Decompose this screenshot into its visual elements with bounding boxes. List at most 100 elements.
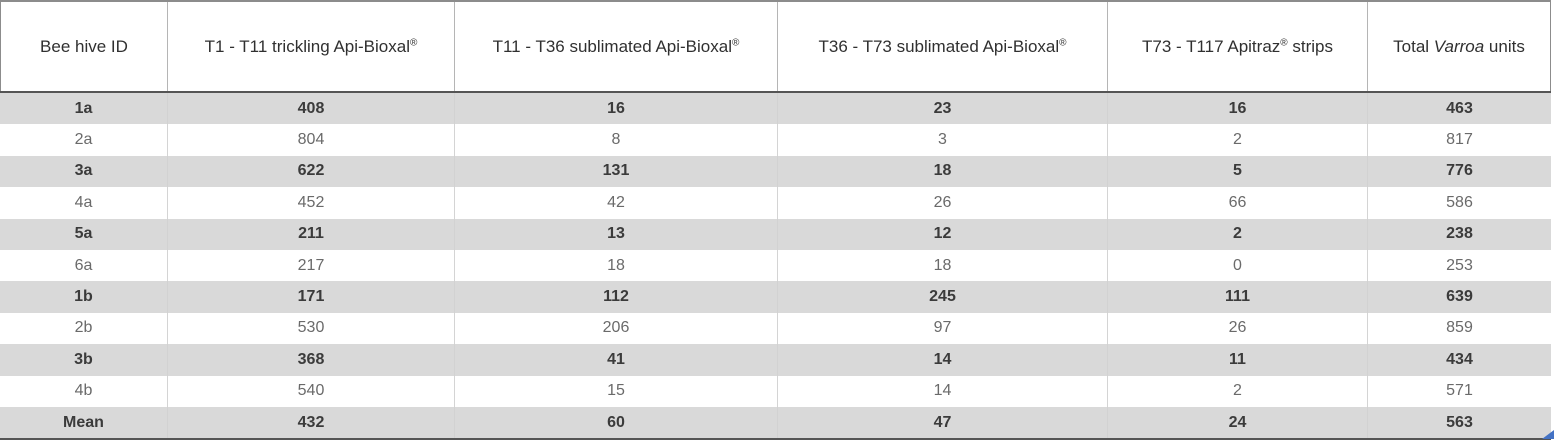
- value-cell: 18: [778, 249, 1108, 282]
- value-cell: 15: [455, 375, 778, 407]
- table-row: 5a 211 13 12 2 238: [0, 218, 1551, 250]
- value-cell: 408: [168, 93, 455, 125]
- row-id-cell: 2a: [0, 124, 168, 156]
- column-header: T1 - T11 trickling Api-Bioxal®: [168, 2, 455, 91]
- column-header-text: T11 - T36 sublimated Api-Bioxal: [492, 36, 732, 56]
- table-row: 1b 171 112 245 111 639: [0, 281, 1551, 313]
- column-header-text: T36 - T73 sublimated Api-Bioxal: [818, 36, 1060, 56]
- value-cell: 0: [1108, 249, 1368, 282]
- value-cell: 217: [168, 249, 455, 282]
- value-cell: 18: [778, 155, 1108, 188]
- column-header-text: Total: [1393, 36, 1434, 56]
- value-cell: 18: [455, 249, 778, 282]
- value-cell: 571: [1446, 382, 1473, 400]
- column-header-text: ®: [732, 37, 740, 49]
- row-id-cell: 6a: [0, 249, 168, 282]
- column-header-text: ®: [1280, 37, 1288, 49]
- value-cell: 112: [455, 281, 778, 313]
- value-cell: 804: [168, 124, 455, 156]
- column-header: T73 - T117 Apitraz® strips: [1108, 2, 1368, 91]
- value-cell: 5: [1108, 155, 1368, 188]
- value-cell: 368: [168, 344, 455, 376]
- value-cell: 463: [1446, 99, 1473, 117]
- value-cell: 3: [778, 124, 1108, 156]
- column-header: T11 - T36 sublimated Api-Bioxal®: [455, 2, 778, 91]
- table-row: 3a 622 131 18 5 776: [0, 155, 1551, 188]
- value-cell: 111: [1108, 281, 1368, 313]
- value-cell: 12: [778, 218, 1108, 250]
- value-cell: 245: [778, 281, 1108, 313]
- value-cell: 23: [778, 93, 1108, 125]
- column-header-text: units: [1484, 36, 1525, 56]
- value-cell: 253: [1446, 256, 1473, 274]
- row-id-cell: 3a: [0, 155, 168, 188]
- value-cell: 171: [168, 281, 455, 313]
- value-cell: 8: [455, 124, 778, 156]
- row-id-cell: 5a: [0, 218, 168, 250]
- row-id-cell: 4b: [0, 375, 168, 407]
- value-cell: 24: [1108, 406, 1368, 439]
- value-cell: 47: [778, 406, 1108, 439]
- value-cell: 452: [168, 187, 455, 219]
- table-row: 1a 408 16 23 16 463: [0, 93, 1551, 125]
- table-row: 2a 804 8 3 2 817: [0, 124, 1551, 156]
- table-row: 2b 530 206 97 26 859: [0, 312, 1551, 345]
- value-cell: 211: [168, 218, 455, 250]
- row-id-cell: 2b: [0, 312, 168, 345]
- column-header-text: Bee hive ID: [40, 36, 128, 56]
- row-id-cell: 3b: [0, 344, 168, 376]
- value-cell: 206: [455, 312, 778, 345]
- value-cell: 16: [1108, 93, 1368, 125]
- table-row: 6a 217 18 18 0 253: [0, 249, 1551, 282]
- value-cell: 2: [1108, 375, 1368, 407]
- row-id-cell: 4a: [0, 187, 168, 219]
- mean-row: Mean 432 60 47 24 563: [0, 406, 1551, 439]
- column-header-text: ®: [1059, 37, 1067, 49]
- value-cell: 60: [455, 406, 778, 439]
- value-cell: 16: [455, 93, 778, 125]
- value-cell: 26: [1108, 312, 1368, 345]
- value-cell: 2: [1108, 218, 1368, 250]
- value-cell: 11: [1108, 344, 1368, 376]
- table-header-row: Bee hive ID T1 - T11 trickling Api-Bioxal…: [0, 0, 1551, 93]
- value-cell: 622: [168, 155, 455, 188]
- value-cell: 563: [1446, 413, 1473, 431]
- column-header: Bee hive ID: [0, 2, 168, 91]
- value-cell: 432: [168, 406, 455, 439]
- value-cell: 97: [778, 312, 1108, 345]
- value-cell: 14: [778, 344, 1108, 376]
- value-cell: 859: [1446, 319, 1473, 337]
- table-row: 4a 452 42 26 66 586: [0, 187, 1551, 219]
- value-cell: 434: [1446, 350, 1473, 368]
- table-row: 4b 540 15 14 2 571: [0, 375, 1551, 407]
- value-cell: 530: [168, 312, 455, 345]
- column-header-text: ®: [409, 37, 418, 49]
- value-cell: 42: [455, 187, 778, 219]
- row-id-cell: Mean: [0, 406, 168, 439]
- column-header: Total Varroa units: [1368, 2, 1551, 91]
- column-header-text: T1 - T11 trickling Api-Bioxal: [204, 36, 410, 56]
- table-body: 1a 408 16 23 16 463 2a 804 8 3 2 817 3a 622 131 18 5 776 4…: [0, 93, 1551, 439]
- row-id-cell: 1a: [0, 93, 168, 125]
- column-header-text: Varroa: [1433, 36, 1485, 56]
- value-cell: 13: [455, 218, 778, 250]
- resize-handle-triangle-icon: [1542, 430, 1554, 439]
- value-cell: 66: [1108, 187, 1368, 219]
- column-header-text: strips: [1287, 36, 1333, 56]
- value-cell: 817: [1446, 131, 1473, 149]
- table-row: 3b 368 41 14 11 434: [0, 344, 1551, 376]
- value-cell: 131: [455, 155, 778, 188]
- value-cell: 540: [168, 375, 455, 407]
- row-id-cell: 1b: [0, 281, 168, 313]
- value-cell: 586: [1446, 193, 1473, 211]
- column-header-text: T73 - T117 Apitraz: [1142, 36, 1281, 56]
- value-cell: 26: [778, 187, 1108, 219]
- value-cell: 238: [1446, 225, 1473, 243]
- value-cell: 41: [455, 344, 778, 376]
- value-cell: 2: [1108, 124, 1368, 156]
- value-cell: 639: [1446, 288, 1473, 306]
- value-cell: 14: [778, 375, 1108, 407]
- column-header: T36 - T73 sublimated Api-Bioxal®: [778, 2, 1108, 91]
